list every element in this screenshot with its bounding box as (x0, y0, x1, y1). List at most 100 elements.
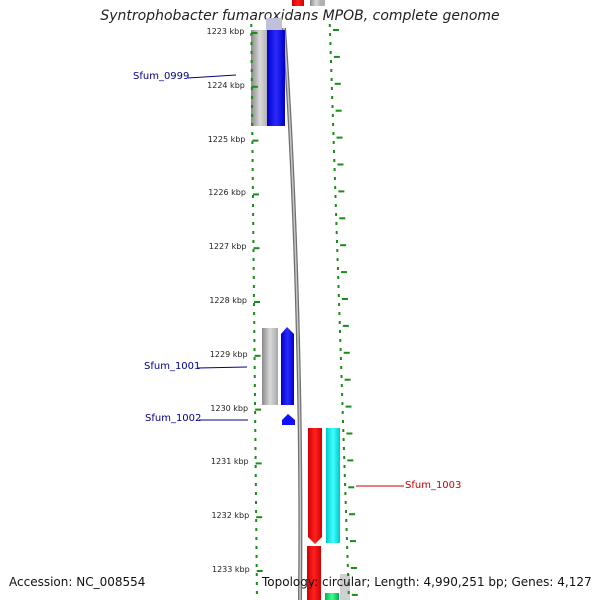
right-track-dot (347, 591, 350, 594)
right-track-dot (342, 429, 345, 432)
right-track-dot (330, 69, 333, 72)
right-track-dot (335, 231, 338, 234)
left-track-dot (250, 87, 253, 90)
right-track-dot (335, 222, 338, 225)
right-track-dot (345, 519, 348, 522)
right-tick-track (328, 24, 358, 596)
right-track-dot (342, 438, 345, 441)
right-track-dot (333, 159, 336, 162)
left-track-dot (254, 492, 257, 495)
left-track-dot (255, 573, 258, 576)
left-track-dot (252, 276, 255, 279)
right-major-tick (336, 136, 343, 139)
right-track-dot (329, 42, 332, 45)
left-track-dot (253, 393, 256, 396)
left-track-dot (253, 348, 256, 351)
right-track-dot (336, 249, 339, 252)
right-track-dot (339, 339, 342, 342)
gene-label-Sfum_1003[interactable]: Sfum_1003 (405, 480, 462, 491)
left-track-dot (253, 303, 256, 306)
left-track-dot (251, 186, 254, 189)
right-major-tick (341, 298, 348, 300)
right-track-dot (330, 87, 333, 90)
left-track-dot (250, 60, 253, 63)
right-track-dot (345, 510, 347, 513)
gene-Sfum_1003-body (308, 428, 322, 544)
right-track-dot (346, 546, 349, 549)
gene-track-gray-2 (262, 328, 278, 405)
right-track-dot (338, 312, 341, 315)
right-track-dot (346, 564, 349, 567)
cds-cyan-track (326, 428, 340, 543)
left-track-dot (253, 312, 256, 315)
major-tick (255, 462, 262, 465)
right-track-dot (338, 303, 341, 306)
right-major-tick (347, 459, 354, 462)
left-track-dot (250, 33, 253, 36)
left-track-dot (253, 384, 256, 387)
left-track-dot (254, 411, 257, 414)
gene-label-Sfum_0999[interactable]: Sfum_0999 (133, 71, 190, 82)
major-tick (253, 247, 260, 250)
left-track-dot (254, 438, 257, 441)
tick-label: 1223 kbp (206, 27, 245, 36)
gene-label-Sfum_1001[interactable]: Sfum_1001 (144, 361, 201, 372)
right-track-dot (334, 186, 337, 189)
gene-label-leader-line (187, 74, 237, 79)
map-title: Syntrophobacter fumaroxidans MPOB, compl… (100, 8, 500, 24)
gene-label-Sfum_1002[interactable]: Sfum_1002 (145, 413, 202, 424)
left-track-dot (250, 78, 253, 81)
right-major-tick (345, 405, 352, 408)
rna-green-lower (325, 593, 339, 600)
right-track-dot (336, 258, 339, 261)
right-track-dot (332, 132, 335, 135)
left-track-dot (251, 141, 254, 144)
left-track-dot (252, 249, 255, 252)
tick-label: 1227 kbp (208, 242, 247, 252)
left-track-dot (255, 528, 258, 531)
left-track-dot (255, 582, 258, 585)
gene-red-lower (307, 546, 321, 600)
tick-label: 1232 kbp (211, 511, 250, 521)
right-track-dot (344, 492, 347, 495)
right-track-dot (338, 321, 341, 324)
major-tick (251, 85, 258, 88)
major-tick (254, 354, 261, 357)
right-major-tick (337, 163, 344, 166)
left-track-dot (254, 402, 257, 405)
left-track-dot (254, 447, 257, 450)
right-track-dot (330, 60, 332, 63)
left-track-dot (253, 357, 256, 360)
right-major-tick (343, 351, 350, 354)
gene-Sfum_0999-body (267, 30, 285, 126)
gene-label-leader-line (197, 366, 248, 369)
left-track-dot (254, 465, 257, 468)
right-major-tick (349, 513, 356, 516)
left-track-dot (253, 339, 256, 342)
major-tick (252, 139, 259, 142)
right-track-dot (333, 150, 335, 153)
right-major-tick (338, 190, 345, 193)
right-track-dot (333, 177, 336, 180)
tick-label: 1225 kbp (207, 134, 246, 144)
left-track-dot (252, 294, 255, 297)
tick-label: 1233 kbp (212, 565, 250, 574)
right-track-dot (336, 240, 338, 243)
right-major-tick (346, 432, 353, 435)
right-track-dot (328, 24, 331, 27)
left-track-dot (254, 456, 257, 459)
right-major-tick (333, 55, 340, 58)
right-track-dot (344, 501, 347, 504)
top-gray-strip (321, 0, 325, 6)
right-major-tick (350, 567, 357, 569)
left-track-dot (255, 546, 258, 549)
right-major-tick (335, 109, 342, 112)
right-major-tick (334, 82, 341, 85)
right-track-dot (344, 483, 347, 486)
right-major-tick (344, 378, 351, 381)
right-track-dot (341, 393, 344, 396)
left-track-dot (252, 240, 255, 243)
right-track-dot (343, 474, 346, 477)
right-major-tick (350, 540, 357, 543)
tick-label: 1231 kbp (210, 457, 249, 467)
